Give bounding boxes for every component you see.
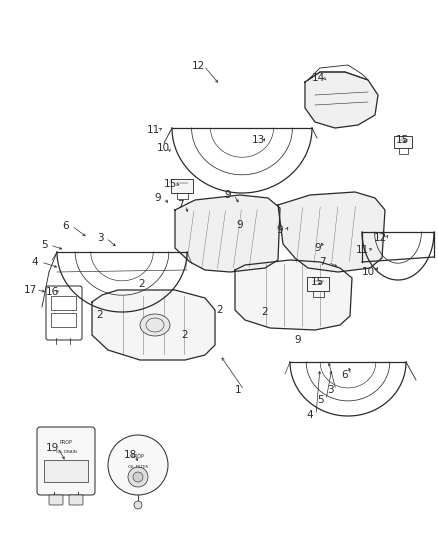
Text: 3: 3 — [327, 385, 333, 395]
Ellipse shape — [140, 314, 170, 336]
Text: 6: 6 — [342, 370, 348, 380]
Text: 19: 19 — [46, 443, 59, 453]
Text: 10: 10 — [361, 267, 374, 277]
Bar — [307, 277, 329, 291]
Text: 6: 6 — [63, 221, 69, 231]
Text: 10: 10 — [156, 143, 170, 153]
Text: 4: 4 — [307, 410, 313, 420]
Text: 5: 5 — [41, 240, 47, 250]
Text: 14: 14 — [311, 73, 325, 83]
Polygon shape — [305, 72, 378, 128]
Text: 15: 15 — [396, 135, 409, 145]
Circle shape — [128, 467, 148, 487]
Text: 2: 2 — [182, 330, 188, 340]
Text: 12: 12 — [191, 61, 205, 71]
Bar — [394, 136, 412, 148]
Polygon shape — [92, 290, 215, 360]
Text: 12: 12 — [373, 233, 387, 243]
Text: 9: 9 — [277, 225, 283, 235]
Text: PROP: PROP — [131, 455, 145, 459]
Polygon shape — [175, 195, 280, 272]
Text: OIL FILTER: OIL FILTER — [128, 465, 148, 469]
Text: 2: 2 — [261, 307, 268, 317]
Polygon shape — [278, 192, 385, 272]
FancyBboxPatch shape — [69, 495, 83, 505]
Text: 15: 15 — [163, 179, 177, 189]
Text: 2: 2 — [97, 310, 103, 320]
FancyBboxPatch shape — [49, 495, 63, 505]
Text: 11: 11 — [146, 125, 159, 135]
Text: 4: 4 — [32, 257, 38, 267]
Text: 9: 9 — [295, 335, 301, 345]
FancyBboxPatch shape — [37, 427, 95, 495]
Text: 7: 7 — [319, 257, 325, 267]
Circle shape — [134, 501, 142, 509]
Text: 17: 17 — [23, 285, 37, 295]
Bar — [171, 179, 193, 193]
Text: 2: 2 — [139, 279, 145, 289]
Text: 15: 15 — [311, 277, 324, 287]
Circle shape — [108, 435, 168, 495]
Text: 16: 16 — [46, 287, 59, 297]
Text: 5: 5 — [317, 395, 323, 405]
FancyBboxPatch shape — [44, 460, 88, 482]
Text: PROP: PROP — [60, 440, 72, 445]
Text: OIL DRAIN: OIL DRAIN — [56, 450, 76, 454]
Text: 3: 3 — [97, 233, 103, 243]
Text: 13: 13 — [251, 135, 265, 145]
Text: 18: 18 — [124, 450, 137, 460]
Text: 11: 11 — [355, 245, 369, 255]
Text: 2: 2 — [217, 305, 223, 315]
Text: 9: 9 — [237, 220, 244, 230]
Text: 9: 9 — [155, 193, 161, 203]
Text: 9: 9 — [225, 190, 231, 200]
Text: 9: 9 — [314, 243, 321, 253]
Polygon shape — [235, 260, 352, 330]
Text: 7: 7 — [177, 200, 184, 210]
Text: 1: 1 — [235, 385, 241, 395]
Circle shape — [133, 472, 143, 482]
